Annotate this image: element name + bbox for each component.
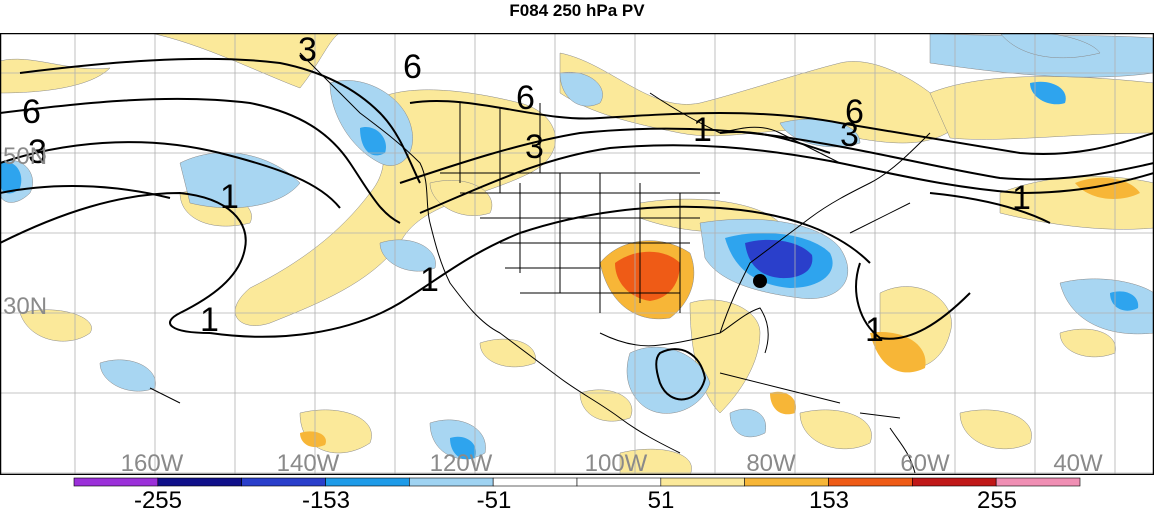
colorbar-swatch [828, 477, 913, 487]
colorbar-swatch [995, 477, 1081, 487]
lat-label-30n: 30N [3, 293, 47, 320]
lon-label: 100W [585, 450, 648, 475]
contour-label: 1 [220, 178, 239, 216]
latitude-labels: 50N 30N [3, 143, 47, 320]
location-marker [753, 274, 767, 288]
pv-contours [0, 57, 1154, 401]
contour-label: 3 [298, 33, 317, 69]
colorbar-swatch [409, 477, 494, 487]
plot-title: F084 250 hPa PV [509, 1, 645, 20]
contour-label: 1 [420, 261, 439, 299]
colorbar-swatch [576, 477, 662, 487]
map-panel: 6 3 6 6 3 6 3 1 3 1 1 1 1 1 50N 30N 160W… [0, 33, 1154, 475]
contour-label: 1 [1012, 179, 1031, 217]
graticule [0, 33, 1154, 475]
strong-positive-fill [300, 177, 1140, 448]
colorbar-swatch [157, 477, 242, 487]
colorbar-tick-label: -51 [477, 487, 512, 509]
contour-label: 6 [22, 93, 41, 131]
lon-label: 120W [430, 450, 493, 475]
contour-label: 1 [865, 311, 884, 349]
colorbar-swatch [744, 477, 829, 487]
colorbar: -255 -153 -51 51 153 255 [73, 477, 1081, 509]
contour-label: 1 [693, 111, 712, 149]
longitude-labels: 160W 140W 120W 100W 80W 60W 40W [121, 450, 1103, 475]
contour-label: 1 [200, 301, 219, 339]
colorbar-swatch [492, 477, 578, 487]
colorbar-tick-label: -153 [302, 487, 350, 509]
contour-label: 6 [516, 79, 535, 117]
colorbar-tick-label: 153 [809, 487, 849, 509]
contour-label: 3 [525, 128, 544, 166]
pv-fill-anomalies [0, 33, 1154, 475]
coastlines [149, 52, 931, 474]
lon-label: 40W [1053, 450, 1103, 475]
lon-label: 80W [746, 450, 796, 475]
colorbar-swatch [241, 477, 326, 487]
lon-label: 140W [277, 450, 340, 475]
contour-label: 6 [845, 93, 864, 131]
colorbar-swatch [325, 477, 410, 487]
lat-label-50n: 50N [3, 143, 47, 170]
colorbar-swatch [660, 477, 745, 487]
colorbar-tick-label: 255 [977, 487, 1017, 509]
colorbar-swatch [912, 477, 997, 487]
strong-negative-fill [0, 81, 1139, 460]
colorbar-tick-label: -255 [134, 487, 182, 509]
negative-anomaly-fill [0, 33, 1154, 460]
positive-anomaly-fill [0, 33, 1154, 475]
colorbar-tick-label: 51 [648, 487, 675, 509]
colorbar-swatch [73, 477, 159, 487]
colorbar-ticks: -255 -153 -51 51 153 255 [134, 487, 1017, 509]
lon-label: 60W [900, 450, 950, 475]
colorbar-swatches [73, 477, 1081, 487]
contour-label: 3 [840, 116, 859, 154]
lon-label: 160W [121, 450, 184, 475]
contour-label: 3 [28, 133, 47, 171]
contour-labels: 6 3 6 6 3 6 3 1 3 1 1 1 1 1 [22, 33, 1031, 349]
contour-label: 6 [403, 48, 422, 86]
